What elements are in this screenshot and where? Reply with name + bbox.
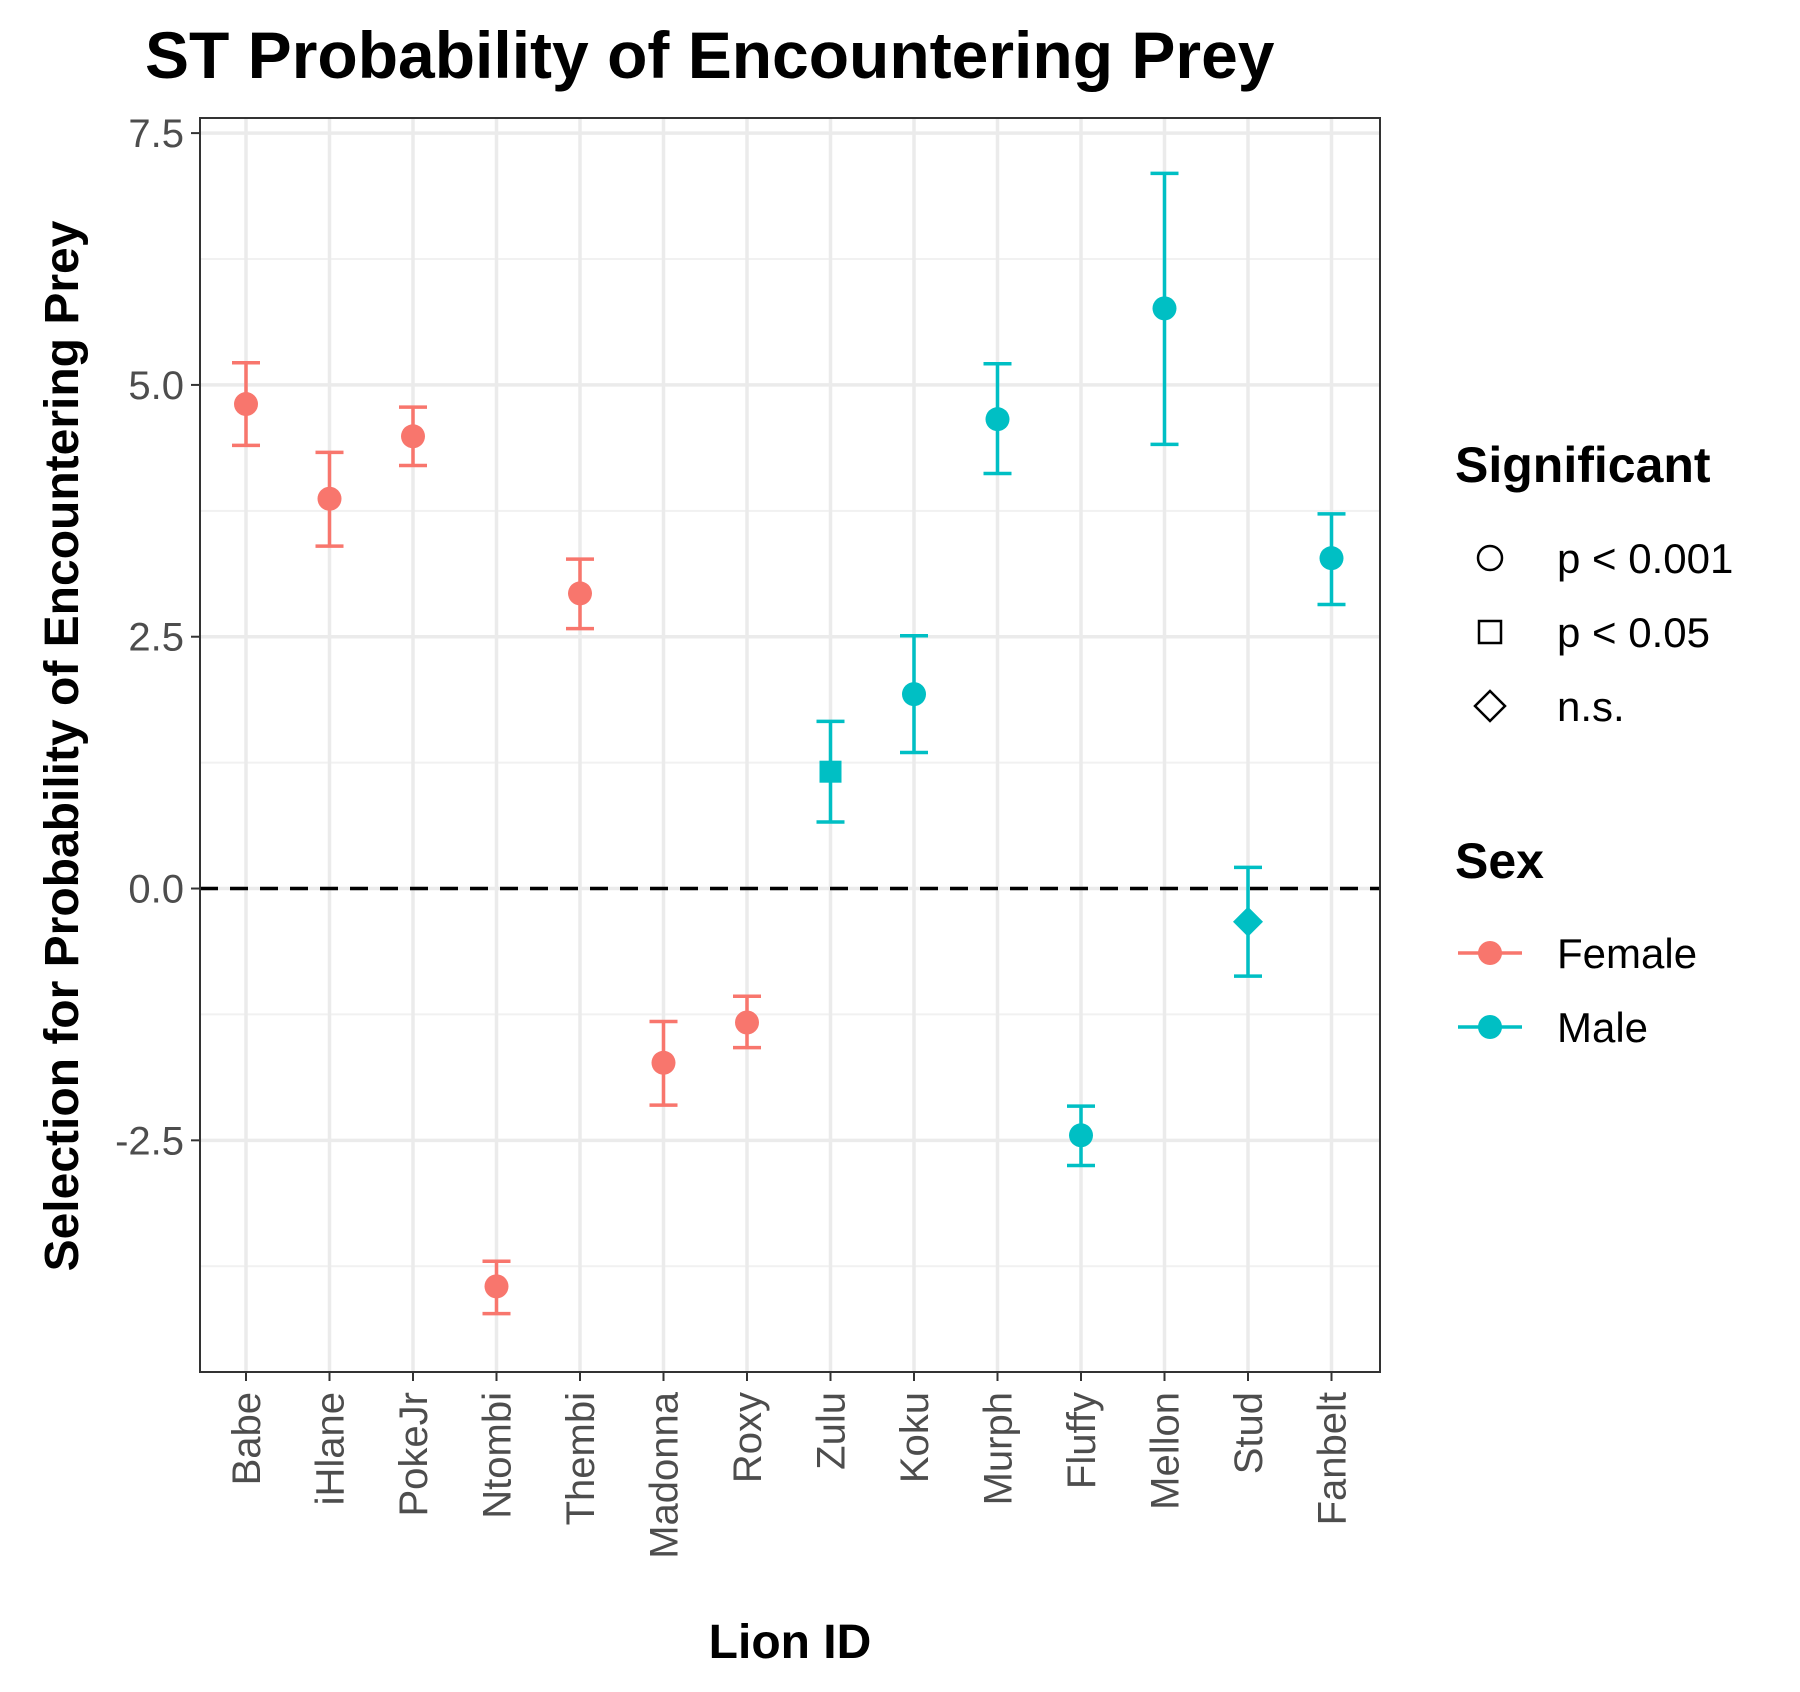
x-tick-label: PokeJr bbox=[392, 1392, 436, 1517]
legend-diamond-icon bbox=[1473, 689, 1507, 723]
x-tick-label: Madonna bbox=[643, 1391, 687, 1559]
y-axis-title: Selection for Probability of Encounterin… bbox=[36, 220, 89, 1271]
x-tick-label: Mellon bbox=[1144, 1392, 1188, 1510]
x-tick-label: Thembi bbox=[559, 1392, 603, 1525]
x-tick-label: Stud bbox=[1227, 1392, 1271, 1474]
legend-sex-title: Sex bbox=[1455, 833, 1544, 889]
data-point bbox=[1319, 546, 1344, 571]
data-point bbox=[401, 424, 425, 449]
x-tick-label: Koku bbox=[893, 1392, 937, 1483]
x-tick-label: Zulu bbox=[810, 1392, 854, 1470]
y-tick-label: -2.5 bbox=[115, 1119, 184, 1163]
legend-significant-label: n.s. bbox=[1557, 683, 1625, 730]
y-tick-label: 5.0 bbox=[128, 364, 184, 408]
legend-point-icon bbox=[1478, 941, 1502, 965]
panel-border bbox=[199, 117, 1381, 1373]
x-axis-title: Lion ID bbox=[709, 1616, 872, 1669]
data-point bbox=[819, 760, 842, 783]
legend-circle-icon bbox=[1476, 544, 1504, 572]
data-point bbox=[985, 407, 1010, 432]
y-tick-label: 0.0 bbox=[128, 868, 184, 912]
legend-layer: Significant p < 0.001 p < 0.05 n.s. Sex Femal… bbox=[1455, 437, 1733, 1051]
data-point bbox=[568, 581, 592, 606]
x-tick-label: Roxy bbox=[726, 1392, 770, 1483]
legend-square-icon bbox=[1477, 619, 1503, 645]
data-point bbox=[1152, 296, 1177, 321]
data-point bbox=[1233, 906, 1263, 937]
x-tick-label: Fanbelt bbox=[1311, 1392, 1355, 1525]
legend-sex-label: Female bbox=[1557, 930, 1697, 977]
grid-layer bbox=[200, 118, 1380, 1372]
data-point bbox=[902, 682, 926, 707]
x-tick-label: iHlane bbox=[309, 1392, 353, 1505]
axes-layer: -2.5 0.0 2.5 5.0 7.5 Babe iHlane PokeJr Ntombi Th… bbox=[115, 112, 1381, 1559]
x-tick-label: Murph bbox=[977, 1392, 1021, 1505]
legend-point-icon bbox=[1478, 1015, 1502, 1039]
data-point bbox=[484, 1274, 509, 1299]
x-tick-label: Fluffy bbox=[1060, 1392, 1104, 1489]
legend-sex-label: Male bbox=[1557, 1004, 1648, 1051]
data-point bbox=[234, 392, 258, 417]
marks-layer bbox=[232, 171, 1346, 1316]
y-tick-label: 7.5 bbox=[128, 112, 184, 156]
legend-significant-title: Significant bbox=[1455, 437, 1711, 493]
legend-significant-label: p < 0.001 bbox=[1557, 535, 1733, 582]
data-point bbox=[735, 1010, 759, 1035]
data-point bbox=[651, 1050, 676, 1075]
x-tick-label: Ntombi bbox=[476, 1392, 520, 1519]
chart-title: ST Probability of Encountering Prey bbox=[145, 18, 1275, 92]
legend-significant-label: p < 0.05 bbox=[1557, 609, 1710, 656]
data-point bbox=[317, 486, 342, 511]
x-tick-label: Babe bbox=[225, 1392, 269, 1485]
plot-panel bbox=[200, 118, 1380, 1372]
y-tick-label: 2.5 bbox=[128, 616, 184, 660]
data-point bbox=[1069, 1123, 1093, 1148]
